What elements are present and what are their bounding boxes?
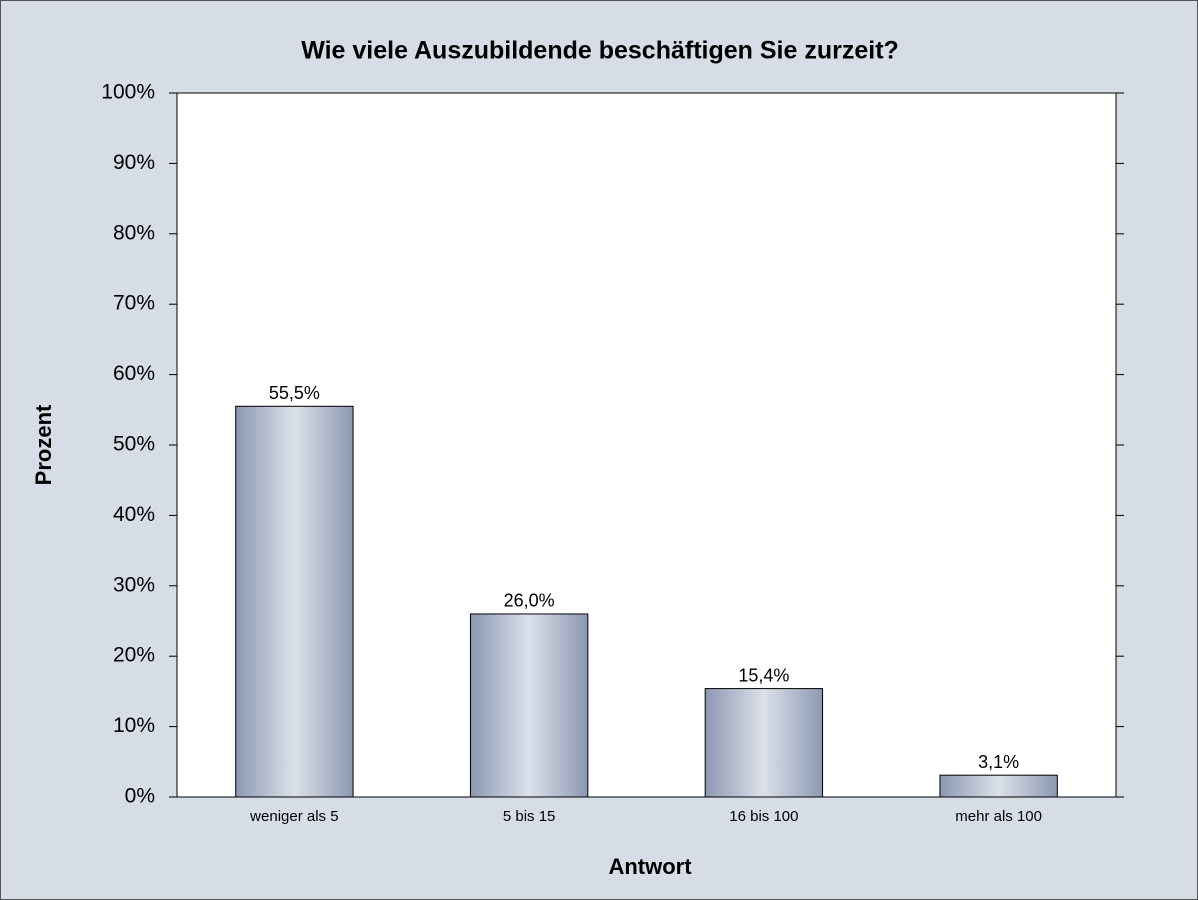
y-tick-label: 70% (113, 292, 155, 315)
bar (704, 688, 824, 798)
x-tick-label: weniger als 5 (249, 808, 338, 825)
y-tick-label: 20% (113, 644, 155, 667)
y-tick-label: 80% (113, 221, 155, 244)
x-tick-label: 16 bis 100 (729, 808, 798, 825)
y-tick-label: 60% (113, 362, 155, 385)
x-tick-label: mehr als 100 (955, 808, 1042, 825)
x-axis-label: Antwort (608, 854, 692, 879)
x-tick-label: 5 bis 15 (503, 808, 556, 825)
bar (235, 405, 354, 798)
y-tick-label: 90% (113, 151, 155, 174)
value-label: 26,0% (504, 591, 555, 611)
bar (939, 774, 1058, 798)
chart-title: Wie viele Auszubildende beschäftigen Sie… (301, 37, 899, 65)
value-label: 15,4% (738, 665, 789, 685)
value-label: 3,1% (978, 752, 1019, 772)
y-tick-label: 100% (101, 81, 155, 104)
y-tick-label: 40% (113, 503, 155, 526)
y-tick-label: 30% (113, 573, 155, 596)
y-axis-label: Prozent (31, 404, 56, 485)
y-tick-label: 10% (113, 714, 155, 737)
value-label: 55,5% (269, 383, 320, 403)
y-tick-label: 0% (125, 785, 155, 808)
bar (469, 613, 589, 798)
y-tick-label: 50% (113, 433, 155, 456)
